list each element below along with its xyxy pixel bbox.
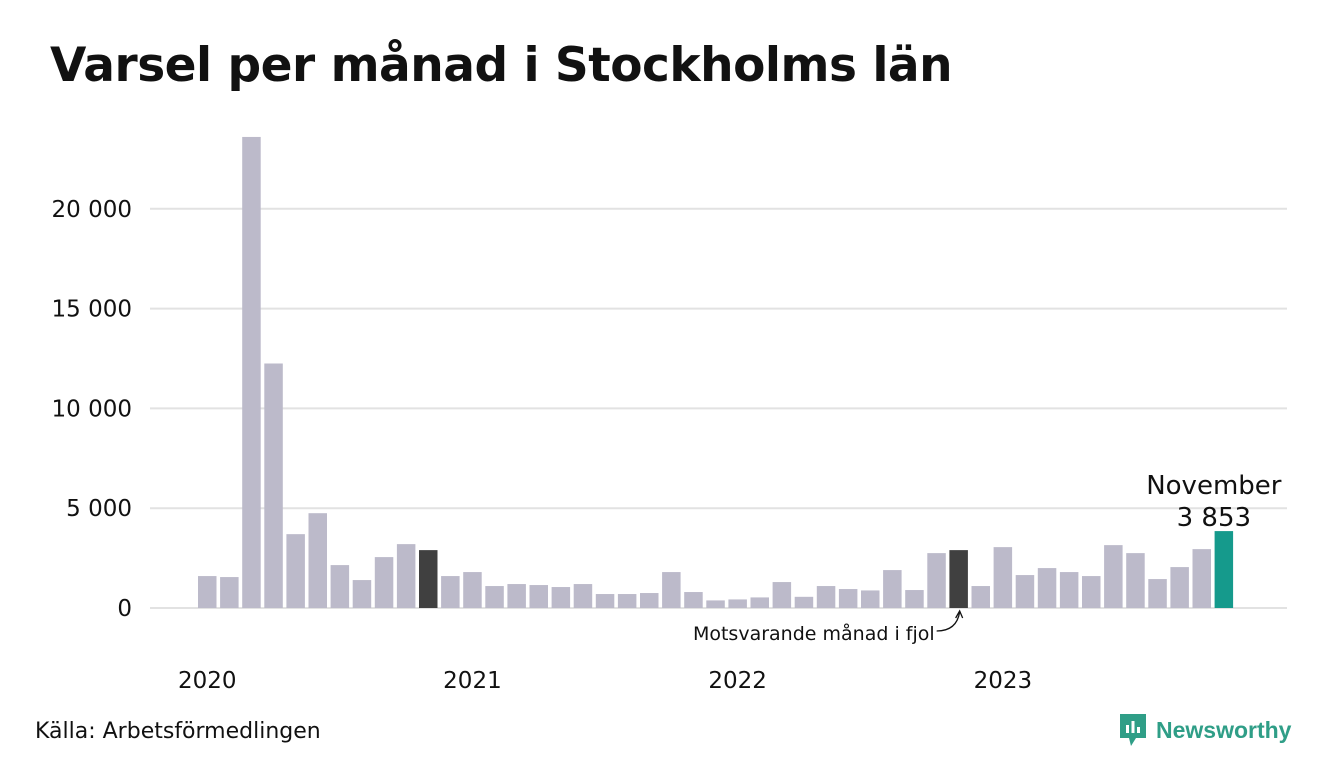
bar bbox=[485, 586, 504, 608]
y-axis-ticks: 0 5 000 10 000 15 000 20 000 bbox=[52, 197, 132, 622]
bar bbox=[198, 576, 217, 608]
bar bbox=[463, 572, 482, 608]
y-tick-label: 5 000 bbox=[66, 496, 132, 522]
bar bbox=[861, 590, 880, 608]
page-title: Varsel per månad i Stockholms län bbox=[50, 38, 953, 93]
bar bbox=[441, 576, 460, 608]
bar bbox=[1104, 545, 1123, 608]
bar bbox=[220, 577, 239, 608]
bar-current-month bbox=[1214, 531, 1234, 608]
bar bbox=[971, 586, 990, 608]
brand-name: Newsworthy bbox=[1156, 716, 1292, 743]
bar bbox=[551, 587, 571, 608]
bar bbox=[352, 580, 372, 608]
bar bbox=[1015, 575, 1035, 608]
x-axis-year-labels: 2020 2021 2022 2023 bbox=[178, 668, 1032, 694]
current-month-label: November bbox=[1146, 471, 1282, 501]
bars bbox=[198, 136, 1234, 608]
previous-year-label: Motsvarande månad i fjol bbox=[693, 622, 935, 645]
bar bbox=[1059, 572, 1079, 608]
bar bbox=[1192, 549, 1211, 608]
bar bbox=[396, 544, 416, 608]
bar bbox=[750, 597, 769, 608]
bar bbox=[529, 585, 548, 608]
newsworthy-logo-icon bbox=[1120, 714, 1146, 746]
bar bbox=[286, 534, 305, 608]
bar bbox=[1148, 579, 1167, 608]
bar bbox=[617, 594, 637, 608]
bar bbox=[595, 594, 615, 608]
bar bbox=[794, 596, 814, 608]
bar bbox=[905, 590, 924, 608]
bar bbox=[883, 570, 902, 608]
current-value-label: 3 853 bbox=[1177, 503, 1251, 533]
x-year-label: 2022 bbox=[708, 668, 767, 694]
x-year-label: 2020 bbox=[178, 668, 237, 694]
bar bbox=[242, 136, 261, 608]
bar bbox=[838, 589, 858, 608]
y-tick-label: 0 bbox=[117, 596, 132, 622]
brand-logo-group: Newsworthy bbox=[1118, 712, 1291, 748]
bar bbox=[706, 600, 725, 608]
bar bbox=[662, 572, 681, 608]
bar bbox=[640, 593, 659, 608]
bar-previous-year bbox=[419, 550, 438, 608]
bar bbox=[684, 592, 703, 608]
bar bbox=[374, 557, 394, 608]
bar bbox=[1126, 553, 1145, 608]
bar bbox=[330, 565, 350, 608]
y-tick-label: 10 000 bbox=[52, 396, 132, 422]
source-label: Källa: Arbetsförmedlingen bbox=[35, 719, 321, 744]
bar bbox=[507, 584, 526, 608]
bar bbox=[816, 586, 836, 608]
y-tick-label: 20 000 bbox=[52, 197, 132, 223]
bar bbox=[573, 584, 593, 608]
bar bbox=[1170, 567, 1189, 608]
bar bbox=[772, 582, 792, 608]
previous-year-arrow bbox=[936, 611, 961, 632]
bar bbox=[1082, 576, 1101, 608]
y-tick-label: 15 000 bbox=[52, 297, 132, 323]
bar bbox=[993, 547, 1013, 608]
bar bbox=[264, 363, 283, 608]
x-year-label: 2021 bbox=[443, 668, 502, 694]
bar bbox=[1037, 568, 1057, 608]
bar-previous-year bbox=[949, 550, 968, 608]
bar bbox=[728, 599, 747, 608]
bar bbox=[927, 553, 946, 608]
bar bbox=[308, 513, 327, 608]
x-year-label: 2023 bbox=[974, 668, 1033, 694]
previous-year-arrowhead bbox=[955, 609, 964, 619]
